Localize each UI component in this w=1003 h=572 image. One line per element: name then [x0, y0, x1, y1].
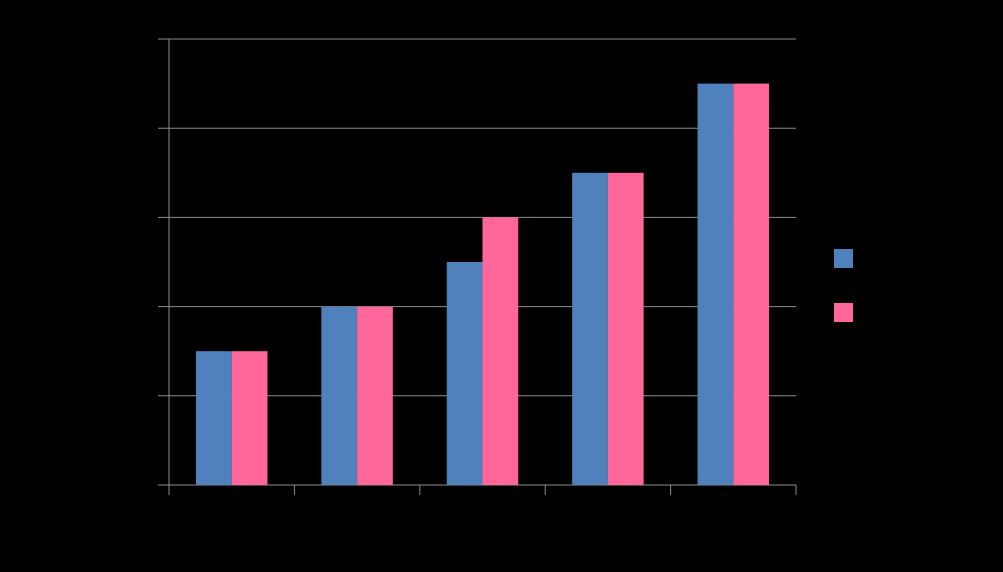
bar [697, 83, 734, 485]
bar [357, 306, 393, 485]
bar [446, 262, 483, 485]
bar [482, 217, 519, 485]
bar [572, 172, 608, 486]
bar [231, 351, 268, 485]
legend-swatch [834, 249, 853, 268]
bar [607, 172, 644, 486]
legend-swatch [834, 303, 853, 322]
bar [195, 351, 232, 485]
bar [321, 306, 358, 485]
bar [733, 83, 770, 485]
